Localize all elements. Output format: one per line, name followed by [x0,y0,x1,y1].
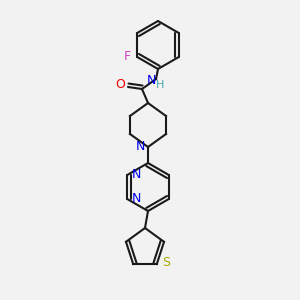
Text: S: S [162,256,170,269]
Text: N: N [131,191,141,205]
Text: N: N [146,74,156,88]
Text: N: N [131,167,141,181]
Text: F: F [124,50,131,62]
Text: H: H [156,80,164,90]
Text: O: O [115,79,125,92]
Text: N: N [135,140,145,152]
